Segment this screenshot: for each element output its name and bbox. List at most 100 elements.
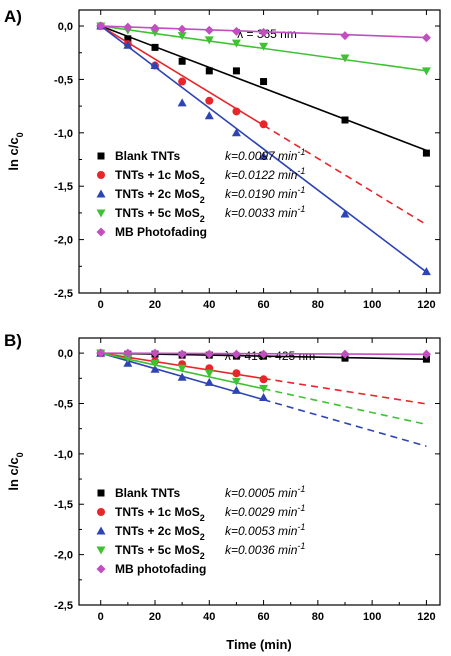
legend-marker bbox=[97, 489, 105, 497]
legend-rate-constant: k=0.0033 min-1 bbox=[225, 204, 305, 220]
data-point bbox=[123, 354, 133, 363]
legend-label-subscript: 2 bbox=[200, 176, 205, 186]
x-tick-label: 60 bbox=[257, 299, 269, 311]
data-point bbox=[232, 107, 241, 116]
panel-label: B) bbox=[4, 331, 22, 350]
data-point bbox=[259, 151, 269, 160]
legend-marker bbox=[97, 508, 105, 516]
data-point bbox=[150, 28, 160, 37]
data-point bbox=[177, 349, 187, 359]
y-tick-label: -2,0 bbox=[54, 235, 73, 247]
data-point bbox=[340, 349, 350, 359]
legend-label: MB photofading bbox=[115, 562, 206, 576]
data-point bbox=[231, 39, 241, 48]
data-point bbox=[422, 355, 430, 363]
legend-marker bbox=[97, 152, 105, 160]
y-tick-label: -2,0 bbox=[54, 550, 73, 562]
panel-b: 0 20 40 60 80 100 1200,0-0,5-1,0-1,5-2,0-2,5ln… bbox=[4, 331, 441, 623]
x-tick-label: 120 bbox=[417, 611, 435, 623]
data-point bbox=[177, 364, 187, 373]
legend-marker bbox=[96, 209, 106, 218]
data-point bbox=[177, 24, 187, 34]
fit-line-extrapolated bbox=[263, 387, 427, 426]
data-point bbox=[340, 209, 350, 218]
data-point bbox=[231, 385, 241, 394]
x-tick-label: 0 bbox=[98, 299, 104, 311]
data-point bbox=[259, 392, 269, 401]
data-point bbox=[177, 372, 187, 381]
series-4 bbox=[96, 348, 431, 359]
y-tick-label: -2,5 bbox=[54, 288, 73, 300]
y-tick-label: 0,0 bbox=[58, 21, 73, 33]
x-tick-label: 100 bbox=[363, 611, 381, 623]
legend-marker bbox=[96, 564, 106, 574]
data-point bbox=[123, 22, 133, 32]
legend-label-subscript: 2 bbox=[200, 214, 205, 224]
legend-rate-superscript: -1 bbox=[297, 185, 305, 195]
legend-label: TNTs + 1c MoS2 bbox=[115, 505, 205, 523]
legend-rate-constant: k=0.0097 min-1 bbox=[225, 147, 305, 163]
y-tick-label: -1,0 bbox=[54, 449, 73, 461]
series-2 bbox=[96, 21, 431, 276]
legend-rate-constant: k=0.0036 min-1 bbox=[225, 541, 305, 557]
wavelength-annotation: λ = 365 nm bbox=[237, 27, 297, 41]
data-point bbox=[150, 23, 160, 33]
data-point bbox=[231, 349, 241, 359]
data-point bbox=[123, 348, 133, 358]
y-axis-title-subscript: 0 bbox=[15, 132, 25, 137]
legend-rate-superscript: -1 bbox=[297, 541, 305, 551]
data-point bbox=[204, 377, 214, 386]
data-point bbox=[178, 77, 187, 86]
legend-label: TNTs + 2c MoS2 bbox=[115, 524, 205, 542]
x-tick-label: 80 bbox=[312, 299, 324, 311]
data-point bbox=[150, 364, 160, 373]
data-point bbox=[259, 375, 268, 384]
y-tick-label: -1,0 bbox=[54, 128, 73, 140]
legend-label-subscript: 2 bbox=[200, 551, 205, 561]
legend-rate-constant: k=0.0029 min-1 bbox=[225, 503, 305, 519]
legend-marker bbox=[97, 171, 105, 179]
data-point bbox=[421, 267, 431, 276]
x-tick-label: 0 bbox=[98, 611, 104, 623]
legend-label: Blank TNTs bbox=[115, 486, 180, 500]
data-point bbox=[340, 54, 350, 63]
data-point bbox=[231, 377, 241, 386]
legend-label: TNTs + 5c MoS2 bbox=[115, 543, 205, 561]
legend-marker bbox=[96, 546, 106, 555]
data-point bbox=[204, 349, 214, 359]
legend-rate-constant: k=0.0053 min-1 bbox=[225, 522, 305, 538]
legend-rate-constant: k=0.0005 min-1 bbox=[225, 484, 305, 500]
legend-marker bbox=[96, 227, 106, 237]
x-tick-label: 40 bbox=[203, 299, 215, 311]
legend-rate-superscript: -1 bbox=[297, 522, 305, 532]
legend-rate-constant: k=0.0122 min-1 bbox=[225, 166, 305, 182]
plot-frame bbox=[78, 337, 441, 606]
data-point bbox=[421, 67, 431, 76]
data-point bbox=[177, 98, 187, 107]
data-point bbox=[96, 21, 106, 31]
y-tick-label: -2,5 bbox=[54, 600, 73, 612]
legend-rate-superscript: -1 bbox=[297, 484, 305, 494]
legend-rate-superscript: -1 bbox=[297, 147, 305, 157]
data-point bbox=[260, 78, 268, 86]
data-point bbox=[231, 128, 241, 137]
data-point bbox=[259, 27, 269, 37]
data-point bbox=[231, 26, 241, 36]
legend-rate-superscript: -1 bbox=[297, 204, 305, 214]
series-3 bbox=[96, 349, 427, 426]
legend-label-subscript: 2 bbox=[200, 195, 205, 205]
data-point bbox=[204, 369, 214, 378]
data-point bbox=[151, 43, 159, 51]
data-point bbox=[232, 369, 241, 378]
legend-label: TNTs + 5c MoS2 bbox=[115, 206, 205, 224]
series-4 bbox=[96, 21, 431, 43]
data-point bbox=[124, 35, 132, 43]
plot-frame bbox=[78, 9, 441, 294]
data-point bbox=[421, 33, 431, 43]
x-tick-label: 80 bbox=[312, 611, 324, 623]
data-point bbox=[204, 25, 214, 35]
legend-label-subscript: 2 bbox=[200, 532, 205, 542]
data-point bbox=[123, 358, 133, 367]
data-point bbox=[150, 61, 160, 70]
x-tick-label: 20 bbox=[149, 611, 161, 623]
